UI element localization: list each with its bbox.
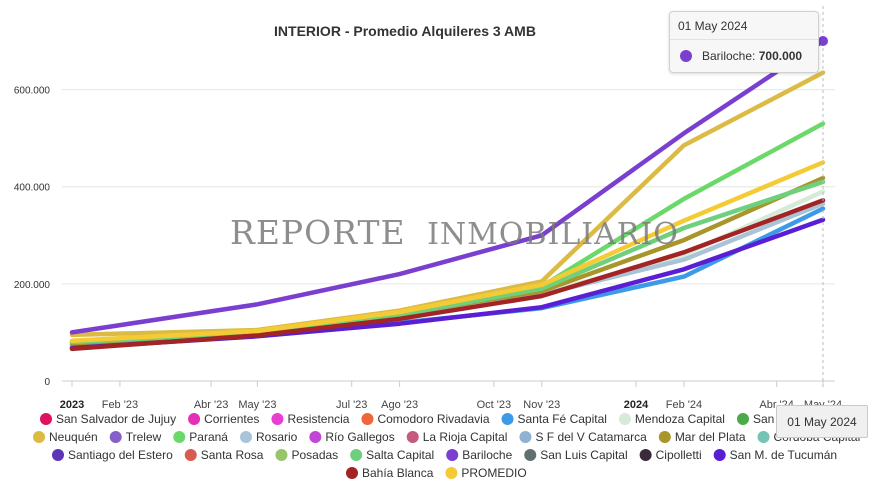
legend-marker bbox=[361, 413, 374, 425]
watermark-part-1: REPORTE bbox=[230, 213, 406, 252]
x-axis: 2023 Feb '23 Abr '23 May '23 Jul '23 Ago '23 O… bbox=[60, 381, 842, 411]
grid-lines bbox=[62, 89, 835, 382]
legend-marker bbox=[736, 413, 749, 425]
x-tick-label: May '23 bbox=[238, 399, 276, 411]
legend-label: Paraná bbox=[189, 430, 228, 444]
legend-marker bbox=[184, 449, 197, 461]
legend-label: S F del V Catamarca bbox=[535, 430, 647, 444]
tooltip-series-label: Bariloche: bbox=[702, 49, 756, 63]
legend-label: Corrientes bbox=[204, 412, 259, 426]
legend-marker bbox=[40, 413, 52, 425]
y-tick-label: 200.000 bbox=[14, 280, 51, 291]
legend-marker bbox=[188, 413, 201, 425]
legend-label: Santiago del Estero bbox=[68, 448, 173, 462]
x-tick-label: Jul '23 bbox=[336, 399, 367, 411]
y-tick-label: 400.000 bbox=[14, 183, 51, 194]
tooltip-entry: Bariloche: 700.000 bbox=[702, 49, 802, 63]
tooltip-series-dot bbox=[680, 50, 692, 62]
legend-marker bbox=[519, 431, 532, 443]
crosshair-x-label: 01 May 2024 bbox=[776, 405, 868, 438]
legend-marker bbox=[639, 449, 652, 461]
series-line bbox=[69, 38, 826, 335]
legend-marker bbox=[524, 449, 537, 461]
y-tick-label: 600.000 bbox=[14, 86, 51, 97]
legend-label: Santa Fé Capital bbox=[518, 412, 607, 426]
legend-label: Salta Capital bbox=[366, 448, 434, 462]
legend-marker bbox=[346, 467, 358, 479]
legend-marker bbox=[501, 413, 514, 425]
legend-marker bbox=[173, 431, 186, 443]
legend-label: Neuquén bbox=[49, 430, 98, 444]
legend-label: San Salvador de Jujuy bbox=[56, 412, 176, 426]
legend: San Salvador de Jujuy Corrientes Resistenc… bbox=[33, 412, 860, 480]
legend-marker bbox=[406, 431, 419, 443]
series-line bbox=[69, 198, 826, 352]
x-tick-label: Abr '23 bbox=[194, 399, 229, 411]
watermark: REPORTE INMOBILIARIO bbox=[230, 213, 679, 252]
legend-marker bbox=[275, 449, 288, 461]
x-tick-label: 2024 bbox=[624, 399, 649, 411]
x-tick-label: Feb '24 bbox=[666, 399, 702, 411]
y-axis: 0 200.000 400.000 600.000 bbox=[14, 86, 51, 388]
legend-marker bbox=[350, 449, 363, 461]
legend-marker bbox=[52, 449, 64, 461]
legend-label: Comodoro Rivadavia bbox=[377, 412, 489, 426]
series-line bbox=[69, 70, 826, 338]
legend-marker bbox=[271, 413, 284, 425]
legend-label: Mar del Plata bbox=[675, 430, 746, 444]
x-tick-label: Oct '23 bbox=[477, 399, 512, 411]
legend-label: Rosario bbox=[256, 430, 298, 444]
legend-label: Río Gallegos bbox=[325, 430, 394, 444]
legend-label: Cipolletti bbox=[656, 448, 702, 462]
legend-label: Trelew bbox=[126, 430, 162, 444]
legend-marker bbox=[445, 467, 458, 479]
legend-marker bbox=[239, 431, 252, 443]
legend-label: Santa Rosa bbox=[201, 448, 264, 462]
legend-marker bbox=[309, 431, 322, 443]
legend-label: San Luis Capital bbox=[540, 448, 627, 462]
legend-label: Mendoza Capital bbox=[635, 412, 725, 426]
series-lines bbox=[69, 38, 826, 352]
legend-label: PROMEDIO bbox=[461, 466, 526, 480]
legend-label: Resistencia bbox=[287, 412, 349, 426]
x-tick-label: 2023 bbox=[60, 399, 84, 411]
x-tick-label: Feb '23 bbox=[102, 399, 138, 411]
y-tick-label: 0 bbox=[44, 377, 50, 388]
legend-marker bbox=[33, 431, 45, 443]
legend-label: San M. de Tucumán bbox=[730, 448, 837, 462]
legend-marker bbox=[713, 449, 726, 461]
series-line bbox=[69, 160, 826, 343]
hover-markers bbox=[818, 36, 828, 46]
x-tick-label: Ago '23 bbox=[381, 399, 418, 411]
legend-marker bbox=[757, 431, 770, 443]
tooltip: 01 May 2024 Bariloche: 700.000 bbox=[669, 11, 819, 73]
legend-label: Bariloche bbox=[462, 448, 512, 462]
tooltip-divider bbox=[670, 39, 818, 40]
legend-marker bbox=[618, 413, 631, 425]
legend-label: La Rioja Capital bbox=[423, 430, 508, 444]
tooltip-value: 700.000 bbox=[758, 49, 803, 63]
legend-marker bbox=[109, 431, 122, 443]
x-tick-label: Nov '23 bbox=[523, 399, 560, 411]
data-point-marker bbox=[818, 36, 828, 46]
legend-marker bbox=[658, 431, 671, 443]
legend-label: Posadas bbox=[291, 448, 338, 462]
legend-label: Bahía Blanca bbox=[362, 466, 434, 480]
chart-title: INTERIOR - Promedio Alquileres 3 AMB bbox=[274, 23, 536, 39]
legend-marker bbox=[446, 449, 459, 461]
watermark-part-2: INMOBILIARIO bbox=[427, 217, 679, 252]
tooltip-date: 01 May 2024 bbox=[678, 19, 748, 33]
